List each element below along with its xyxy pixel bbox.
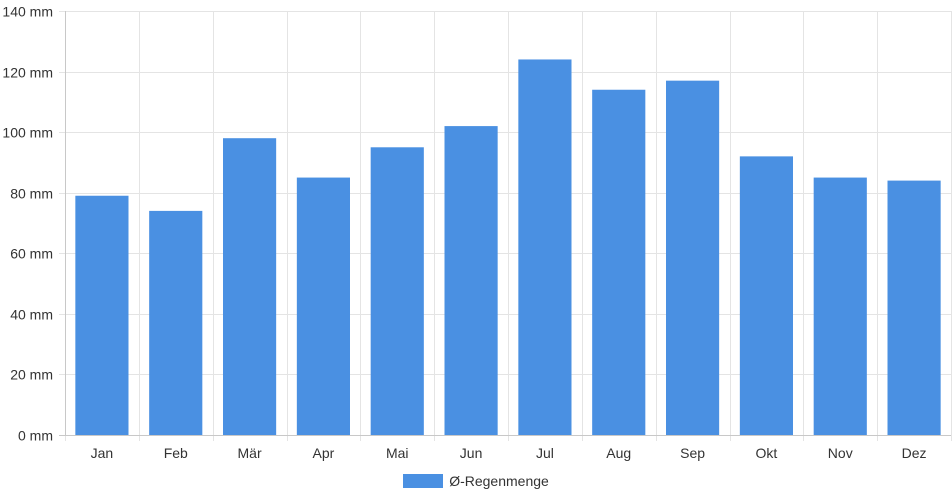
bar-aug[interactable] [592, 89, 646, 436]
grid-lines [59, 11, 952, 441]
bar-sep[interactable] [666, 80, 720, 435]
x-tick-label: Feb [164, 445, 188, 461]
bar-jul[interactable] [518, 59, 572, 436]
y-axis-ticks: 0 mm 20 mm 40 mm 60 mm 80 mm 100 mm 120 mm 140 … [2, 4, 53, 444]
x-tick-label: Mai [386, 445, 409, 461]
x-tick-label: Jan [91, 445, 114, 461]
x-tick-label: Mär [238, 445, 262, 461]
y-tick-label: 0 mm [18, 428, 53, 444]
bar-jun[interactable] [444, 126, 498, 435]
bar-jan[interactable] [75, 195, 129, 435]
x-tick-label: Okt [756, 445, 778, 461]
bar-okt[interactable] [739, 156, 793, 435]
y-tick-label: 60 mm [10, 246, 53, 262]
bar-series [75, 59, 941, 436]
bar-dez[interactable] [887, 180, 941, 435]
y-tick-label: 20 mm [10, 367, 53, 383]
bar-feb[interactable] [149, 210, 203, 435]
y-tick-label: 100 mm [2, 125, 53, 141]
y-tick-label: 120 mm [2, 65, 53, 81]
bar-apr[interactable] [296, 177, 350, 435]
x-tick-label: Apr [313, 445, 335, 461]
legend[interactable]: Ø-Regenmenge [0, 473, 952, 489]
chart-axes [59, 11, 951, 436]
x-tick-label: Jun [460, 445, 483, 461]
x-tick-label: Nov [828, 445, 853, 461]
legend-label: Ø-Regenmenge [449, 473, 549, 489]
x-tick-label: Sep [680, 445, 705, 461]
y-tick-label: 80 mm [10, 186, 53, 202]
x-tick-label: Dez [902, 445, 927, 461]
bar-mai[interactable] [370, 147, 424, 436]
x-tick-label: Jul [536, 445, 554, 461]
bar-nov[interactable] [813, 177, 867, 435]
x-axis-ticks: Jan Feb Mär Apr Mai Jun Jul Aug Sep Okt Nov Dez [91, 445, 927, 461]
y-tick-label: 140 mm [2, 4, 53, 20]
legend-swatch [403, 474, 444, 488]
x-tick-label: Aug [606, 445, 631, 461]
bar-mär[interactable] [223, 138, 277, 435]
y-tick-label: 40 mm [10, 307, 53, 323]
